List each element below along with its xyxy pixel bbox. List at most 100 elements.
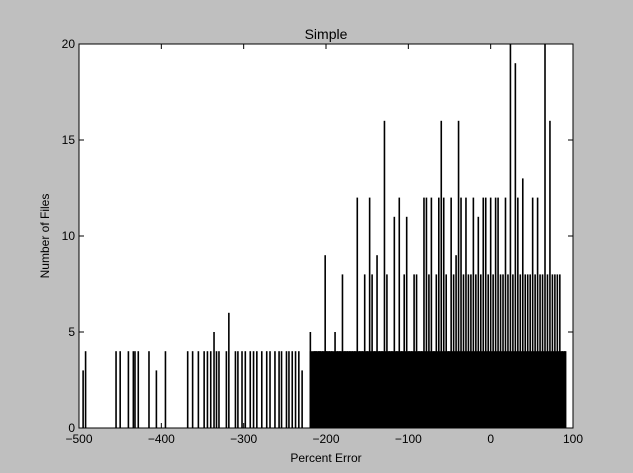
histogram-bar	[82, 370, 84, 428]
histogram-bar	[536, 197, 539, 428]
histogram-bar	[549, 120, 551, 429]
histogram-bar	[328, 351, 331, 428]
histogram-bar	[418, 351, 420, 428]
histogram-bar	[301, 370, 303, 428]
y-tick-label: 15	[62, 133, 76, 147]
histogram-bar	[465, 197, 467, 428]
histogram-bar	[509, 44, 512, 428]
histogram-bar	[321, 351, 324, 428]
x-tick-label: 100	[563, 432, 583, 446]
histogram-bar	[336, 351, 339, 428]
histogram-bar	[349, 351, 351, 428]
histogram-bar	[447, 351, 450, 428]
histogram-bar	[344, 351, 346, 428]
histogram-bar	[563, 351, 566, 428]
histogram-bar	[408, 351, 410, 428]
chart-title: Simple	[305, 26, 348, 42]
histogram-bar	[391, 351, 393, 428]
histogram-bar	[437, 197, 440, 428]
histogram-bar	[132, 351, 135, 428]
histogram-bar	[115, 351, 117, 428]
histogram-bar	[317, 351, 320, 428]
histogram-bar	[517, 197, 519, 428]
histogram-bar	[489, 197, 492, 428]
histogram-bar	[482, 197, 485, 428]
histogram-bar	[534, 274, 536, 428]
histogram-bar	[554, 274, 556, 428]
histogram-bar	[428, 274, 430, 428]
histogram-bar	[487, 274, 489, 428]
x-tick-label: 0	[487, 432, 494, 446]
histogram-bar	[244, 351, 247, 428]
histogram-bar	[309, 332, 312, 428]
histogram-bar	[415, 274, 418, 428]
histogram-bar	[440, 120, 443, 429]
histogram-bar	[134, 351, 136, 428]
histogram-bar	[191, 351, 194, 428]
histogram-bar	[403, 274, 406, 428]
y-axis-label: Number of Files	[38, 194, 52, 279]
histogram-bar	[462, 274, 465, 428]
histogram-bar	[260, 351, 263, 428]
histogram-bar	[502, 274, 504, 428]
histogram-bar	[324, 255, 326, 428]
histogram-bar	[405, 216, 408, 428]
histogram-bar	[278, 351, 280, 428]
histogram-bar	[475, 274, 477, 428]
x-axis-label: Percent Error	[290, 451, 361, 465]
histogram-bar	[396, 351, 398, 428]
histogram-bar	[381, 351, 383, 428]
histogram-bar	[361, 351, 364, 428]
bars-layer	[82, 44, 567, 429]
histogram-bar	[119, 351, 121, 428]
histogram-bar	[215, 351, 218, 428]
histogram-bar	[445, 274, 448, 428]
histogram-bar	[84, 351, 87, 428]
histogram-bar	[383, 120, 386, 429]
histogram-bar	[252, 351, 255, 428]
x-tick-label: −400	[148, 432, 175, 446]
histogram-bar	[209, 351, 212, 428]
histogram-bar	[497, 197, 499, 428]
histogram-bar	[452, 274, 455, 428]
histogram-bar	[507, 274, 509, 428]
histogram-bar	[356, 197, 359, 428]
histogram-bar	[460, 197, 462, 428]
histogram-bar	[479, 274, 482, 428]
histogram-bar	[363, 274, 366, 428]
histogram-bar	[435, 274, 438, 428]
histogram-bar	[269, 351, 271, 428]
histogram-bar	[326, 351, 328, 428]
histogram-bar	[256, 351, 258, 428]
histogram-bar	[127, 351, 130, 428]
histogram-bar	[393, 216, 396, 428]
histogram-bar	[228, 312, 230, 428]
histogram-bar	[477, 216, 480, 428]
histogram-bar	[213, 332, 215, 428]
histogram-bar	[288, 351, 290, 428]
histogram-bar	[494, 197, 497, 428]
histogram-bar	[499, 274, 502, 428]
histogram-bar	[237, 351, 239, 428]
histogram-bar	[197, 351, 200, 428]
histogram-bar	[315, 351, 317, 428]
histogram-bar	[285, 351, 288, 428]
histogram-bar	[504, 197, 507, 428]
histogram-bar	[339, 351, 341, 428]
histogram-bar	[351, 351, 354, 428]
x-tick-label: −200	[312, 432, 339, 446]
ticks-layer: −500 −400 −300 −200 −100 0 100 0 5 10 15 20	[62, 37, 584, 446]
histogram-bar	[425, 197, 428, 428]
histogram-bar	[371, 274, 373, 428]
histogram-bar	[164, 351, 167, 428]
histogram-bar	[472, 197, 475, 428]
histogram-bar	[386, 274, 388, 428]
histogram-bar	[274, 351, 276, 428]
histogram-bar	[512, 274, 514, 428]
histogram-bar	[218, 351, 220, 428]
histogram-bar	[330, 351, 333, 428]
y-tick-label: 10	[62, 229, 76, 243]
histogram-bar	[539, 274, 541, 428]
y-tick-label: 0	[68, 421, 75, 435]
x-tick-label: −500	[65, 432, 92, 446]
